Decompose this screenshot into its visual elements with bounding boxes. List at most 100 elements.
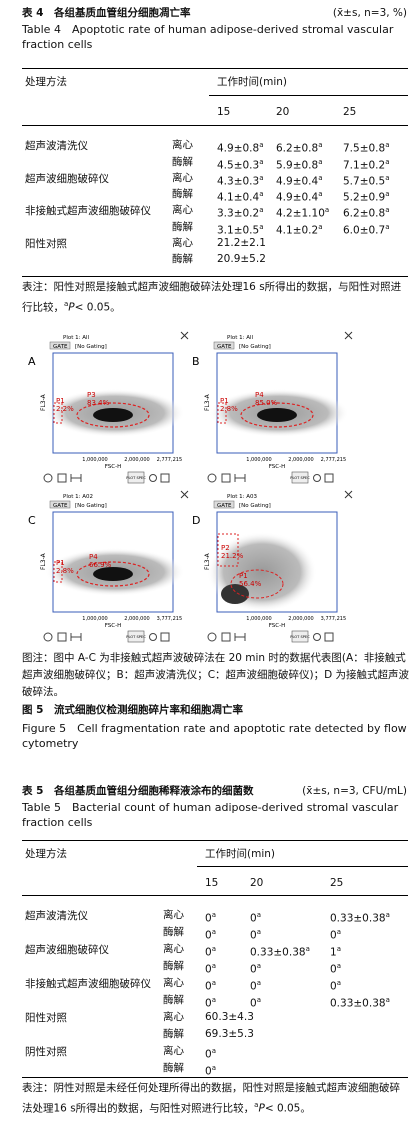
cell: 0a — [205, 1061, 216, 1079]
cell-sup: a — [259, 190, 264, 198]
cell: 4.9±0.8a — [217, 138, 264, 156]
cell-sup: a — [211, 1064, 216, 1072]
row-sub: 酶解 — [172, 220, 193, 233]
cell-sup: a — [318, 157, 323, 166]
cell: 69.3±5.3 — [205, 1027, 254, 1041]
cell-sup: a — [385, 222, 390, 231]
y-axis-label: FL3-A — [204, 552, 211, 570]
cell: 0a — [250, 976, 261, 994]
rule — [197, 866, 408, 867]
gate-percent: 2.2% — [56, 405, 74, 413]
row-sub: 酶解 — [163, 1028, 184, 1040]
note-p: P — [258, 1102, 265, 1115]
gate-region — [217, 533, 239, 567]
cell-value: 0 — [205, 912, 212, 925]
tool-icon — [313, 474, 321, 482]
table-title-en: Table 5 Bacterial count of human adipose… — [22, 801, 399, 829]
header-method: 处理方法 — [25, 848, 67, 860]
cell-sup: a — [211, 928, 216, 936]
cell-value: 0 — [205, 980, 212, 993]
gate-name: P1 — [56, 397, 65, 405]
cell-sup: a — [318, 222, 323, 231]
cell-sup: a — [385, 911, 390, 919]
cell: 0a — [205, 942, 216, 960]
tool-icon — [57, 632, 67, 642]
panel-letter: C — [28, 514, 36, 527]
row-method: 非接触式超声波细胞破碎仪 — [25, 978, 151, 990]
cell-sup: a — [336, 962, 341, 970]
cell: 0a — [250, 908, 261, 926]
header-time-value: 25 — [330, 877, 344, 889]
gate-region — [76, 561, 150, 587]
tool-icon — [149, 633, 157, 641]
cell-value: 5.9±0.8 — [276, 159, 319, 171]
cell: 4.2±1.10a — [276, 203, 329, 221]
note-tail: < 0.05。 — [74, 301, 121, 314]
note-p: P — [68, 301, 75, 314]
cell: 20.9±5.2 — [217, 252, 266, 266]
cell: 1a — [330, 942, 341, 960]
cell-sup: a — [256, 928, 261, 936]
tool-label: PLOT SPEC — [126, 635, 146, 639]
cell-sup: a — [211, 996, 216, 1004]
row-sub: 酶解 — [172, 253, 193, 265]
cell-sup: a — [385, 157, 390, 166]
gate-button — [213, 341, 235, 350]
gate-percent: 85.0% — [255, 399, 278, 407]
cell: 5.7±0.5a — [343, 171, 390, 189]
tool-icon — [160, 473, 170, 483]
cell: 7.1±0.2a — [343, 155, 390, 173]
row-method: 超声波细胞破碎仪 — [25, 172, 109, 185]
cell-sup: a — [256, 911, 261, 919]
cell-sup: a — [324, 206, 330, 214]
x-tick-label: 1,000,000 — [82, 616, 107, 622]
x-tick-label: 3,777,215 — [157, 616, 182, 622]
cell-value: 6.0±0.7 — [343, 224, 386, 236]
cell-value: 21.2±2.1 — [217, 236, 266, 249]
x-tick-label: 1,000,000 — [246, 616, 271, 622]
cell-value: 4.9±0.4 — [276, 191, 319, 204]
row-sub: 离心 — [163, 943, 184, 955]
cell-value: 0 — [205, 997, 212, 1010]
cell: 5.9±0.8a — [276, 155, 323, 173]
row-sub: 酶解 — [163, 926, 184, 938]
cell-sup: a — [385, 190, 390, 198]
gate-button — [49, 341, 71, 350]
rule — [22, 895, 408, 896]
gating-label: [No Gating] — [239, 344, 271, 350]
note-text: 表注：阳性对照是接触式超声波细胞破碎法处理16 s所得出的数据，与阳性对照进行比… — [22, 281, 402, 314]
cell-value: 0 — [205, 1048, 212, 1061]
cell-value: 7.5±0.8 — [343, 142, 386, 155]
cell-sup: a — [336, 945, 341, 953]
cell: 0a — [250, 959, 261, 977]
y-axis-label: FL3-A — [204, 393, 211, 411]
cell-value: 4.3±0.3 — [217, 175, 260, 187]
figure-caption-en: Figure 5 Cell fragmentation rate and apo… — [22, 722, 407, 750]
x-tick-label: 2,000,000 — [288, 616, 313, 622]
tool-button — [127, 471, 145, 484]
tool-label: PLOT SPEC — [126, 476, 146, 480]
cell-sup: a — [259, 173, 264, 182]
tool-icon — [234, 474, 246, 482]
cell: 0a — [330, 959, 341, 977]
tool-icon — [221, 632, 231, 642]
cell-value: 60.3±4.3 — [205, 1011, 254, 1023]
cell-value: 4.1±0.2 — [276, 224, 319, 236]
cell-sup: a — [259, 206, 264, 214]
cell-sup: a — [305, 945, 310, 953]
cell: 0a — [330, 976, 341, 994]
table-title: 表 5 各组基质血管组分细胞稀释液涂布的细菌数 — [22, 785, 254, 797]
cell-value: 0 — [330, 929, 337, 942]
cell-sup: a — [385, 996, 390, 1004]
gate-name: P4 — [255, 391, 264, 399]
cell-sup: a — [211, 962, 216, 970]
rule — [22, 125, 408, 126]
cell-value: 69.3±5.3 — [205, 1028, 254, 1040]
cell: 4.9±0.4a — [276, 171, 323, 189]
cell-value: 4.9±0.8 — [217, 142, 260, 155]
note-text: 表注：阴性对照是未经任何处理所得出的数据，阳性对照是接触式超声波细胞破碎法处理1… — [22, 1082, 400, 1115]
row-sub: 离心 — [163, 1011, 184, 1023]
cell: 0.33±0.38a — [330, 908, 390, 926]
